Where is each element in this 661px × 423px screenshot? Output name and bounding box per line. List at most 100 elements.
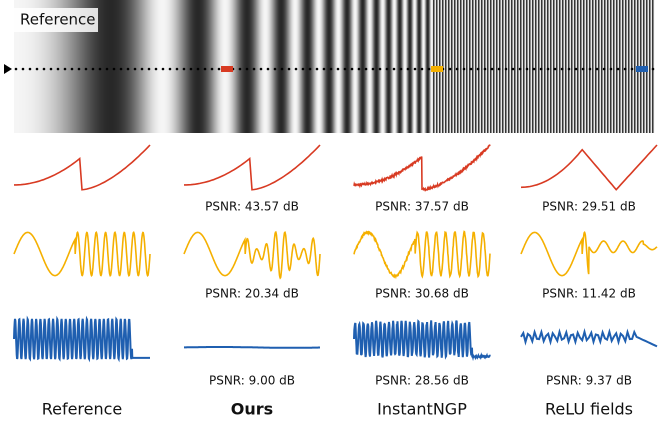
stripe (138, 0, 139, 133)
stripe (274, 0, 275, 133)
dot (372, 68, 375, 71)
stripe (599, 0, 600, 133)
stripe (124, 0, 125, 133)
stripe (531, 0, 532, 133)
dot (330, 68, 333, 71)
dot (92, 68, 95, 71)
dot (624, 68, 627, 71)
stripe (609, 0, 610, 133)
stripe (308, 0, 309, 133)
stripe (464, 0, 465, 133)
stripe (516, 0, 517, 133)
stripe (197, 0, 198, 133)
stripe (104, 0, 105, 133)
stripe (417, 0, 418, 133)
stripe (265, 0, 266, 133)
stripe (350, 0, 351, 133)
dot (57, 68, 60, 71)
stripe (284, 0, 285, 133)
stripe (622, 0, 623, 133)
stripe (196, 0, 197, 133)
stripe (485, 0, 486, 133)
dot (309, 68, 312, 71)
stripe (407, 0, 408, 133)
stripe (210, 0, 211, 133)
stripe (120, 0, 121, 133)
stripe (524, 0, 525, 133)
stripe (295, 0, 296, 133)
dot (43, 68, 46, 71)
column-label: Reference (42, 400, 123, 419)
stripe (568, 0, 569, 133)
stripe (598, 0, 599, 133)
stripe (504, 0, 505, 133)
dot (379, 68, 382, 71)
stripe (351, 0, 352, 133)
stripe (513, 0, 514, 133)
stripe (106, 0, 107, 133)
stripe (339, 0, 340, 133)
stripe (626, 0, 627, 133)
figure: Reference PSNR: 43.57 dBPSNR: 37.57 dBPS… (0, 0, 661, 423)
stripe (505, 0, 506, 133)
stripe (251, 0, 252, 133)
stripe (253, 0, 254, 133)
stripe (211, 0, 212, 133)
stripe (487, 0, 488, 133)
stripe (525, 0, 526, 133)
stripe (173, 0, 174, 133)
stripe (362, 0, 363, 133)
column-label: InstantNGP (377, 400, 467, 419)
stripe (342, 0, 343, 133)
psnr-label: PSNR: 11.42 dB (542, 287, 636, 301)
stripe (580, 0, 581, 133)
stripe (394, 0, 395, 133)
stripe (456, 0, 457, 133)
stripe (570, 0, 571, 133)
dot (610, 68, 613, 71)
stripe (288, 0, 289, 133)
dot (526, 68, 529, 71)
stripe (629, 0, 630, 133)
dot (456, 68, 459, 71)
stripe (469, 0, 470, 133)
stripe (142, 0, 143, 133)
stripe (521, 0, 522, 133)
stripe (528, 0, 529, 133)
reference-band (14, 0, 654, 133)
stripe (212, 0, 213, 133)
stripe (374, 0, 375, 133)
stripe (343, 0, 344, 133)
stripe (429, 0, 430, 133)
stripe (341, 0, 342, 133)
stripe (594, 0, 595, 133)
stripe (507, 0, 508, 133)
stripe (290, 0, 291, 133)
stripe (556, 0, 557, 133)
stripe (314, 0, 315, 133)
dot (449, 68, 452, 71)
stripe (369, 0, 370, 133)
stripe (153, 0, 154, 133)
stripe (361, 0, 362, 133)
stripe (499, 0, 500, 133)
stripe (557, 0, 558, 133)
dot (253, 68, 256, 71)
stripe (266, 0, 267, 133)
stripe (583, 0, 584, 133)
stripe (418, 0, 419, 133)
stripe (277, 0, 278, 133)
stripe (267, 0, 268, 133)
stripe (411, 0, 412, 133)
stripe (632, 0, 633, 133)
stripe (523, 0, 524, 133)
stripe (220, 0, 221, 133)
stripe (425, 0, 426, 133)
stripe (423, 0, 424, 133)
stripe (240, 0, 241, 133)
stripe (281, 0, 282, 133)
stripe (201, 0, 202, 133)
stripe (430, 0, 431, 133)
stripe (263, 0, 264, 133)
stripe (194, 0, 195, 133)
